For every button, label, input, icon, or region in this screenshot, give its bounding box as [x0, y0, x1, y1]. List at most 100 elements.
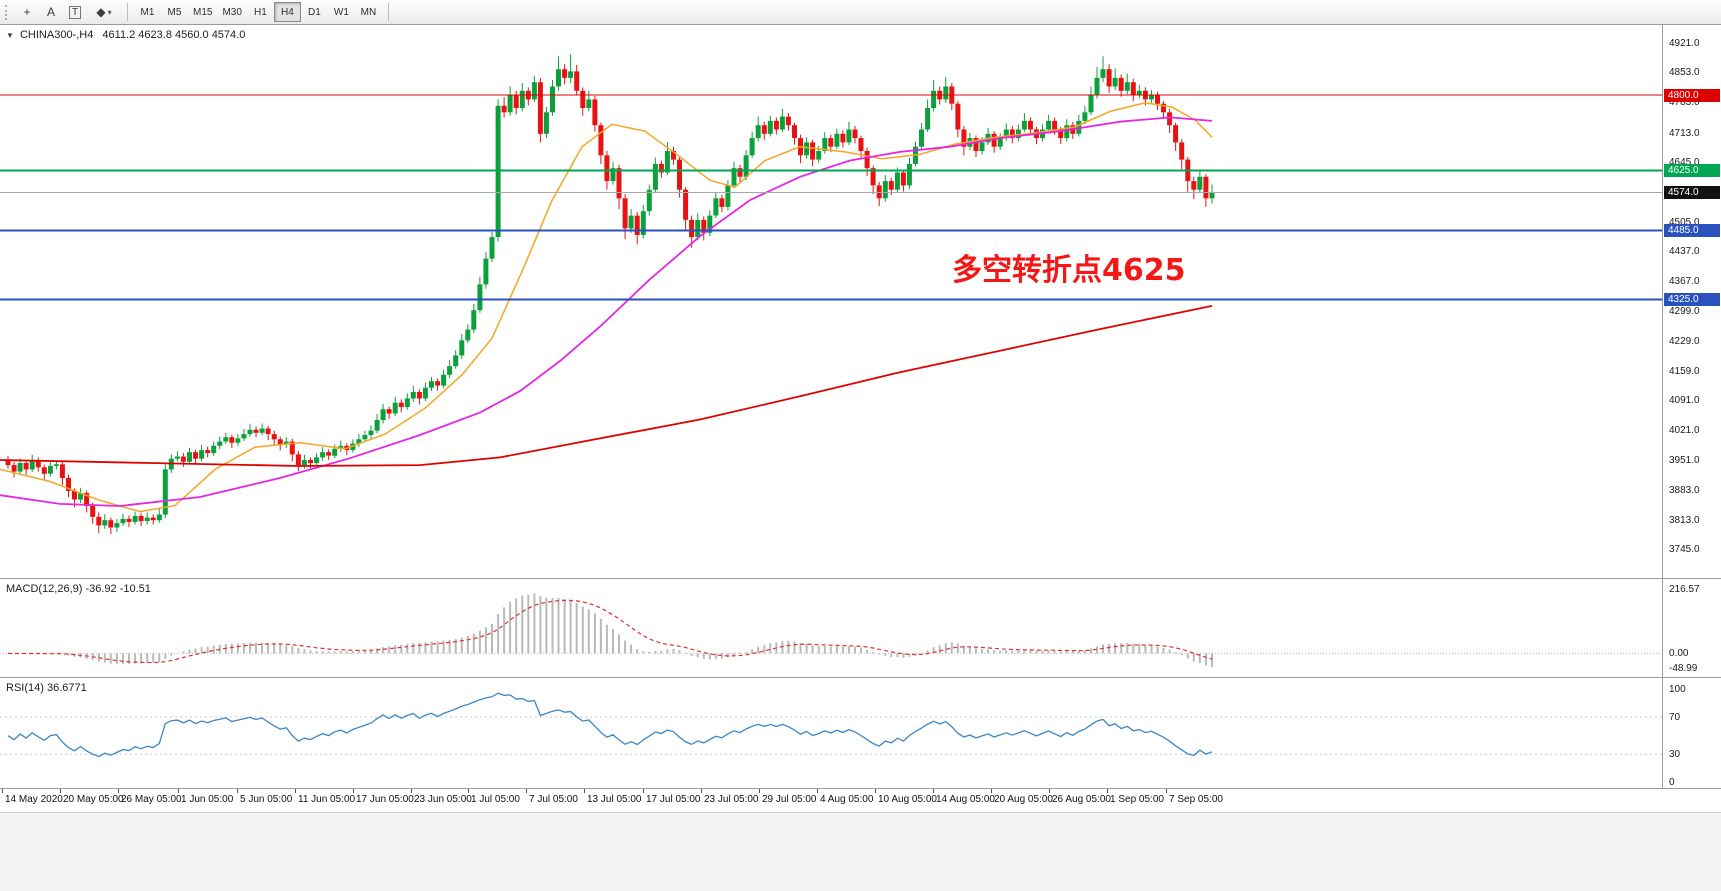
time-axis-label: 26 May 05:00 [121, 794, 182, 805]
chevron-down-icon: ▾ [107, 7, 112, 17]
current-price-badge: 4574.0 [1664, 186, 1720, 199]
time-axis-label: 14 May 2020 [5, 794, 63, 805]
label-tool-icon: A [46, 5, 55, 19]
time-axis-tick [118, 789, 119, 793]
time-axis-label: 4 Aug 05:00 [820, 794, 874, 805]
tf-button-m15[interactable]: M15 [188, 2, 217, 22]
price-axis-label: 4091.0 [1669, 395, 1700, 407]
price-axis-label: 4783.0 [1669, 97, 1700, 109]
macd-panel: MACD(12,26,9) -36.92 -10.51 216.57 0.00 -4… [0, 578, 1721, 677]
time-axis-label: 13 Jul 05:00 [587, 794, 642, 805]
toolbar-separator [127, 3, 128, 21]
shapes-dropdown-button[interactable]: ◆ ▾ [87, 2, 121, 23]
time-axis-label: 29 Jul 05:00 [762, 794, 817, 805]
time-axis-tick [1107, 789, 1108, 793]
price-chart-surface[interactable] [0, 25, 1662, 578]
rsi-axis-label: 70 [1669, 711, 1681, 723]
rsi-panel: RSI(14) 36.6771 100 70 30 0 [0, 677, 1721, 788]
symbol-header: ▼ CHINA300-,H4 4611.2 4623.8 4560.0 4574… [6, 29, 245, 41]
crosshair-icon: + [23, 5, 31, 19]
time-axis-label: 7 Sep 05:00 [1169, 794, 1223, 805]
time-axis-label: 11 Jun 05:00 [298, 794, 356, 805]
symbol-name: CHINA300-,H4 [19, 29, 94, 41]
tf-button-h4[interactable]: H4 [273, 2, 301, 22]
rsi-axis-label: 30 [1669, 749, 1681, 761]
toolbar-grip[interactable] [5, 4, 10, 20]
tf-button-m1[interactable]: M1 [134, 2, 161, 22]
time-axis-tick [1049, 789, 1050, 793]
candles [5, 54, 1215, 534]
rsi-header: RSI(14) 36.6771 [6, 682, 87, 694]
rsi-axis-label: 100 [1669, 684, 1686, 695]
main-chart-panel: ▼ CHINA300-,H4 4611.2 4623.8 4560.0 4574… [0, 25, 1721, 578]
rsi-axis[interactable]: 100 70 30 0 [1662, 678, 1721, 788]
time-axis-label: 1 Jul 05:00 [471, 794, 520, 805]
time-axis-tick [817, 789, 818, 793]
ma-fast-line [0, 102, 1213, 513]
time-axis-label: 26 Aug 05:00 [1052, 794, 1111, 805]
ma-slow-line [0, 305, 1213, 467]
time-axis-tick [875, 789, 876, 793]
shapes-icon: ◆ [96, 5, 106, 19]
macd-axis-label: 216.57 [1669, 583, 1700, 595]
macd-histogram [13, 593, 1213, 667]
price-axis-label: 4921.0 [1669, 38, 1700, 49]
time-axis-label: 23 Jun 05:00 [414, 794, 472, 805]
text-tool-icon: T [68, 5, 82, 19]
time-axis-tick [759, 789, 760, 793]
time-axis-tick [60, 789, 61, 793]
price-badge-4485: 4485.0 [1664, 224, 1720, 237]
time-axis-tick [411, 789, 412, 793]
macd-chart-surface[interactable] [0, 579, 1662, 677]
price-axis-label: 4021.0 [1669, 425, 1700, 437]
time-axis-label: 10 Aug 05:00 [878, 794, 937, 805]
price-axis-label: 4645.0 [1669, 156, 1700, 168]
time-axis-tick [933, 789, 934, 793]
time-axis-label: 20 Aug 05:00 [994, 794, 1053, 805]
time-axis-tick [526, 789, 527, 793]
price-axis-label: 4713.0 [1669, 127, 1700, 139]
price-axis-label: 3813.0 [1669, 514, 1700, 526]
tf-button-d1[interactable]: D1 [301, 2, 328, 22]
tf-button-m5[interactable]: M5 [161, 2, 188, 22]
price-axis-label: 4437.0 [1669, 246, 1700, 258]
time-axis[interactable]: 14 May 2020 20 May 05:00 26 May 05:00 1 Jun… [0, 788, 1721, 812]
time-axis-label: 5 Jun 05:00 [240, 794, 293, 805]
time-axis-tick [991, 789, 992, 793]
rsi-chart-surface[interactable] [0, 678, 1662, 788]
tf-button-h1[interactable]: H1 [247, 2, 274, 22]
chart-annotation-text[interactable]: 多空转折点4625 [952, 253, 1186, 288]
time-axis-label: 20 May 05:00 [63, 794, 124, 805]
price-axis-label: 4853.0 [1669, 67, 1700, 79]
price-axis-label: 3951.0 [1669, 455, 1700, 467]
price-axis-label: 4367.0 [1669, 276, 1700, 288]
text-tool-button[interactable]: T [63, 2, 87, 23]
tf-button-mn[interactable]: MN [355, 2, 382, 22]
time-axis-tick [643, 789, 644, 793]
time-axis-label: 14 Aug 05:00 [936, 794, 995, 805]
price-axis-label: 3745.0 [1669, 544, 1700, 556]
time-axis-label: 7 Jul 05:00 [529, 794, 578, 805]
ohlc-values: 4611.2 4623.8 4560.0 4574.0 [102, 29, 246, 41]
price-axis[interactable]: 4800.0 4625.0 4574.0 4485.0 4325.0 4921.0 4853… [1662, 25, 1721, 578]
time-axis-label: 1 Jun 05:00 [181, 794, 234, 805]
macd-axis[interactable]: 216.57 0.00 -48.99 [1662, 579, 1721, 677]
ma-medium-line [0, 116, 1213, 507]
price-badge-4625: 4625.0 [1664, 164, 1720, 177]
price-axis-label: 4299.0 [1669, 305, 1700, 317]
tf-button-w1[interactable]: W1 [328, 2, 355, 22]
toolbar: + A T ◆ ▾ M1 M5 M15 M30 H1 H4 D1 W1 MN [0, 0, 1721, 25]
macd-header: MACD(12,26,9) -36.92 -10.51 [6, 583, 151, 595]
time-axis-tick [295, 789, 296, 793]
crosshair-tool-button[interactable]: + [15, 2, 39, 23]
time-axis-tick [1166, 789, 1167, 793]
price-axis-label: 4229.0 [1669, 335, 1700, 347]
label-tool-button[interactable]: A [39, 2, 63, 23]
time-axis-tick [701, 789, 702, 793]
price-axis-label: 4159.0 [1669, 365, 1700, 377]
price-badge-4325: 4325.0 [1664, 293, 1720, 306]
tf-button-m30[interactable]: M30 [217, 2, 246, 22]
time-axis-tick [237, 789, 238, 793]
collapse-arrow-icon[interactable]: ▼ [6, 31, 14, 40]
